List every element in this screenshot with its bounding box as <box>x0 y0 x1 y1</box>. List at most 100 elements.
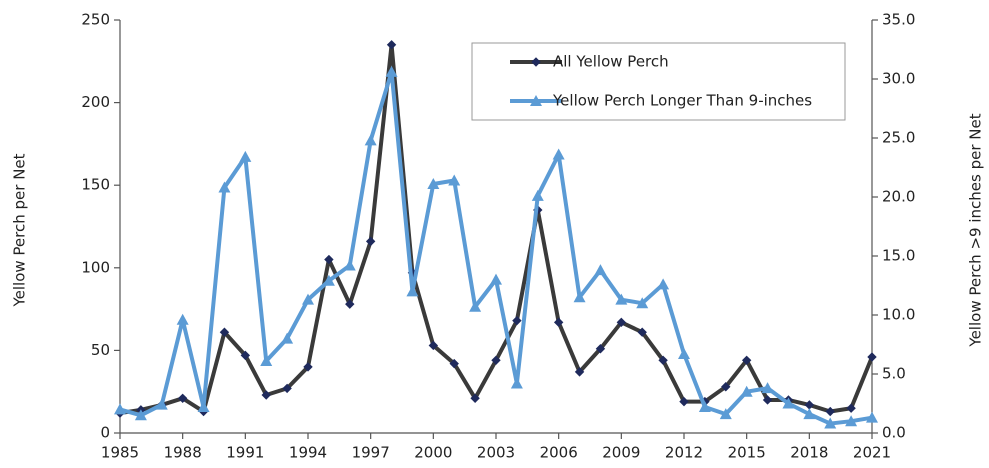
data-point <box>678 347 690 359</box>
data-point <box>302 293 314 305</box>
x-tick-label: 2000 <box>414 444 452 462</box>
data-point <box>803 408 816 420</box>
x-tick-label: 2021 <box>853 444 891 462</box>
data-point <box>573 291 586 303</box>
data-point <box>594 264 607 276</box>
data-point <box>155 398 168 410</box>
x-tick-label: 1991 <box>226 444 264 462</box>
y2-axis-title: Yellow Perch >9 inches per Net <box>967 113 985 347</box>
data-point <box>324 254 334 265</box>
data-point <box>322 274 335 286</box>
data-point <box>824 417 837 429</box>
data-point <box>782 397 795 409</box>
x-tick-label: 2015 <box>728 444 766 462</box>
data-point <box>449 358 459 369</box>
x-tick-label: 1994 <box>289 444 327 462</box>
data-point <box>240 350 251 361</box>
data-point <box>510 377 523 389</box>
data-point <box>218 181 231 193</box>
data-point <box>846 403 856 413</box>
x-tick-label: 2012 <box>665 444 703 462</box>
legend-label: All Yellow Perch <box>553 53 669 71</box>
data-point <box>552 148 565 160</box>
x-tick-label: 1985 <box>101 444 139 462</box>
data-point <box>679 396 689 407</box>
data-point <box>470 393 480 404</box>
legend-label: Yellow Perch Longer Than 9-inches <box>552 92 812 110</box>
data-point <box>762 395 773 405</box>
data-point <box>406 285 419 297</box>
data-point <box>114 403 126 415</box>
y-tick-label: 200 <box>81 93 110 111</box>
data-point <box>281 332 294 344</box>
data-point <box>490 273 502 285</box>
y2-tick-label: 15.0 <box>882 247 915 265</box>
data-point <box>740 385 753 397</box>
legend-marker <box>530 95 542 106</box>
x-tick-label: 1997 <box>352 444 390 462</box>
data-point <box>657 278 670 290</box>
data-point <box>261 390 271 400</box>
data-point <box>469 300 482 312</box>
data-point <box>448 174 461 186</box>
data-point <box>427 178 440 190</box>
data-point <box>282 383 292 394</box>
data-point <box>721 382 731 392</box>
data-point <box>658 355 668 366</box>
data-point <box>574 367 585 377</box>
data-point <box>531 189 544 201</box>
y2-tick-label: 20.0 <box>882 188 915 206</box>
y2-tick-label: 5.0 <box>882 365 906 383</box>
y-tick-label: 150 <box>81 176 110 194</box>
data-point <box>512 315 522 326</box>
data-point <box>616 317 627 328</box>
data-point <box>553 317 564 328</box>
data-point <box>176 313 189 325</box>
y2-tick-label: 25.0 <box>882 129 915 147</box>
data-point <box>636 297 649 309</box>
data-point <box>365 236 376 247</box>
data-point <box>345 299 355 309</box>
data-point <box>615 293 628 305</box>
data-point <box>260 355 273 367</box>
data-point <box>303 362 313 372</box>
data-point <box>364 134 377 146</box>
data-point <box>197 401 210 413</box>
x-tick-label: 2018 <box>790 444 828 462</box>
data-point <box>491 355 501 366</box>
data-point <box>741 355 752 366</box>
y2-tick-label: 0.0 <box>882 424 906 442</box>
data-point <box>698 401 711 413</box>
x-tick-label: 1988 <box>164 444 202 462</box>
y-tick-label: 0 <box>100 424 110 442</box>
data-point <box>595 344 606 354</box>
data-point <box>385 65 398 77</box>
data-point <box>866 411 878 423</box>
data-point <box>386 40 397 50</box>
x-tick-label: 2009 <box>602 444 640 462</box>
data-point <box>637 327 647 337</box>
y-tick-label: 250 <box>81 11 110 29</box>
x-tick-label: 2006 <box>540 444 578 462</box>
data-point <box>719 408 732 420</box>
data-point <box>761 382 774 394</box>
data-point <box>845 415 858 427</box>
y-tick-label: 100 <box>81 258 110 276</box>
y-axis-title: Yellow Perch per Net <box>11 153 29 307</box>
x-tick-label: 2003 <box>477 444 515 462</box>
legend-box <box>471 42 846 121</box>
data-point <box>219 327 230 337</box>
y2-tick-label: 10.0 <box>882 306 915 324</box>
data-point <box>177 393 188 404</box>
data-point <box>428 340 439 351</box>
data-point <box>343 259 356 271</box>
y-tick-label: 50 <box>91 341 110 359</box>
data-point <box>867 352 877 362</box>
data-point <box>825 406 835 417</box>
y2-tick-label: 35.0 <box>882 11 915 29</box>
data-point <box>134 409 147 421</box>
data-point <box>239 150 252 162</box>
y2-tick-label: 30.0 <box>882 70 915 88</box>
series-line <box>119 69 873 426</box>
